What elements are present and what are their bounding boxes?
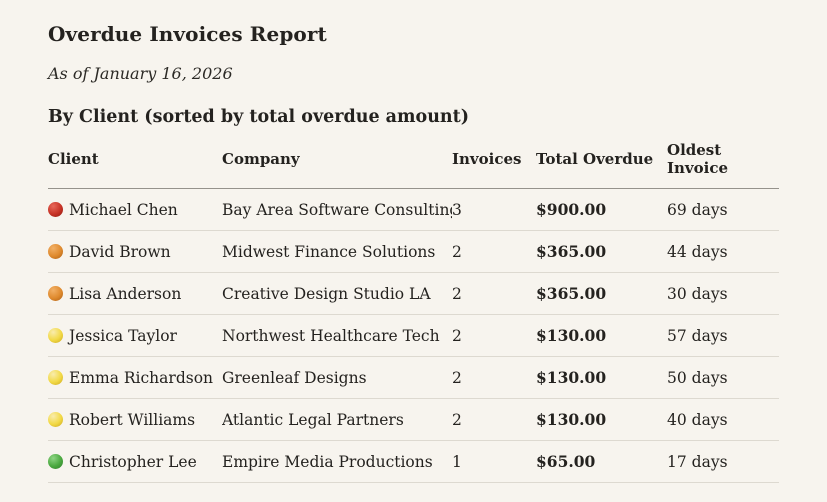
oldest-invoice-cell: 30 days xyxy=(667,272,779,315)
client-name: David Brown xyxy=(69,242,171,261)
total-overdue-cell: $365.00 xyxy=(536,230,667,273)
invoices-cell: 2 xyxy=(452,314,536,357)
status-dot-icon xyxy=(48,327,63,343)
table-row: David Brown Midwest Finance Solutions 2 … xyxy=(48,230,779,273)
total-overdue-cell: $130.00 xyxy=(536,398,667,441)
report-date: As of January 16, 2026 xyxy=(48,64,233,83)
status-dot-icon xyxy=(48,285,63,301)
column-header-total-overdue: Total Overdue xyxy=(536,131,667,189)
client-name: Lisa Anderson xyxy=(69,284,182,303)
status-dot-icon xyxy=(48,201,63,217)
client-cell: Michael Chen xyxy=(48,188,222,231)
invoices-cell: 2 xyxy=(452,230,536,273)
client-name: Christopher Lee xyxy=(69,452,197,471)
status-dot-icon xyxy=(48,453,63,469)
status-dot-icon xyxy=(48,243,63,259)
table-row: Michael Chen Bay Area Software Consultin… xyxy=(48,188,779,231)
company-cell: Atlantic Legal Partners xyxy=(222,398,452,441)
company-cell: Creative Design Studio LA xyxy=(222,272,452,315)
client-name: Michael Chen xyxy=(69,200,178,219)
invoices-cell: 1 xyxy=(452,440,536,483)
status-dot-icon xyxy=(48,369,63,385)
company-cell: Bay Area Software Consulting xyxy=(222,188,452,231)
total-overdue-cell: $900.00 xyxy=(536,188,667,231)
invoices-cell: 3 xyxy=(452,188,536,231)
invoices-cell: 2 xyxy=(452,356,536,399)
status-dot-icon xyxy=(48,411,63,427)
client-name: Robert Williams xyxy=(69,410,196,429)
client-cell: David Brown xyxy=(48,230,222,273)
client-cell: Christopher Lee xyxy=(48,440,222,483)
company-cell: Midwest Finance Solutions xyxy=(222,230,452,273)
oldest-invoice-cell: 50 days xyxy=(667,356,779,399)
company-cell: Greenleaf Designs xyxy=(222,356,452,399)
client-cell: Emma Richardson xyxy=(48,356,222,399)
table-row: Robert Williams Atlantic Legal Partners … xyxy=(48,398,779,441)
section-heading: By Client (sorted by total overdue amoun… xyxy=(48,107,470,127)
overdue-clients-table: Client Company Invoices Total Overdue Ol… xyxy=(48,131,779,483)
client-cell: Jessica Taylor xyxy=(48,314,222,357)
total-overdue-cell: $65.00 xyxy=(536,440,667,483)
table-header-row: Client Company Invoices Total Overdue Ol… xyxy=(48,131,779,189)
oldest-invoice-cell: 40 days xyxy=(667,398,779,441)
page-title: Overdue Invoices Report xyxy=(48,22,327,46)
total-overdue-cell: $365.00 xyxy=(536,272,667,315)
total-overdue-cell: $130.00 xyxy=(536,356,667,399)
oldest-invoice-cell: 69 days xyxy=(667,188,779,231)
table-row: Jessica Taylor Northwest Healthcare Tech… xyxy=(48,314,779,357)
column-header-client: Client xyxy=(48,131,222,189)
column-header-oldest-invoice: Oldest Invoice xyxy=(667,131,779,189)
oldest-invoice-cell: 57 days xyxy=(667,314,779,357)
company-cell: Northwest Healthcare Tech xyxy=(222,314,452,357)
client-name: Jessica Taylor xyxy=(69,326,177,345)
table-row: Lisa Anderson Creative Design Studio LA … xyxy=(48,272,779,315)
table-row: Christopher Lee Empire Media Productions… xyxy=(48,440,779,483)
client-cell: Lisa Anderson xyxy=(48,272,222,315)
column-header-invoices: Invoices xyxy=(452,131,536,189)
invoices-cell: 2 xyxy=(452,272,536,315)
oldest-invoice-cell: 17 days xyxy=(667,440,779,483)
invoices-cell: 2 xyxy=(452,398,536,441)
report-page: Overdue Invoices Report As of January 16… xyxy=(48,22,779,483)
column-header-company: Company xyxy=(222,131,452,189)
table-row: Emma Richardson Greenleaf Designs 2 $130… xyxy=(48,356,779,399)
client-cell: Robert Williams xyxy=(48,398,222,441)
total-overdue-cell: $130.00 xyxy=(536,314,667,357)
oldest-invoice-cell: 44 days xyxy=(667,230,779,273)
company-cell: Empire Media Productions xyxy=(222,440,452,483)
client-name: Emma Richardson xyxy=(69,368,214,387)
